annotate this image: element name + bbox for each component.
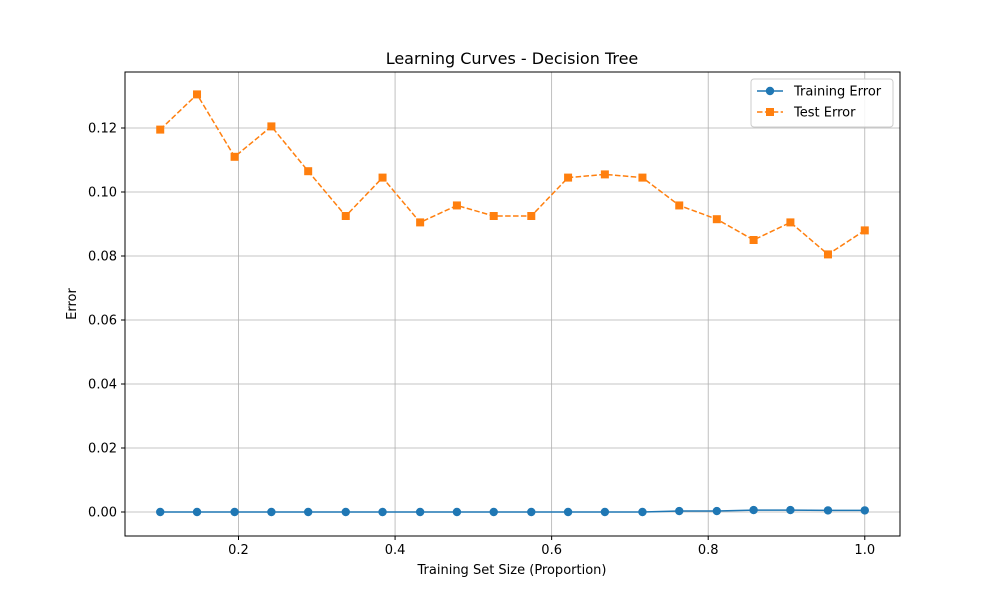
test-error-point [452, 201, 461, 210]
test-error-point [341, 212, 350, 220]
training-error-point [303, 507, 313, 517]
chart-title: Learning Curves - Decision Tree [386, 49, 639, 68]
test-error-point [156, 125, 165, 134]
test-error-point [823, 250, 832, 259]
training-error-line [160, 509, 865, 513]
x-tick-label: 0.4 [385, 543, 406, 558]
test-error-point [489, 212, 498, 220]
test-error-point [786, 218, 795, 227]
legend-box [750, 78, 894, 128]
training-error-point [786, 505, 795, 515]
training-error-point [638, 507, 647, 517]
legend: Training Error Test Error [750, 78, 894, 128]
training-error-point [192, 507, 202, 517]
training-error-point [675, 506, 684, 516]
y-axis-ticks: 0.00 0.02 0.04 0.06 0.08 0.10 0.12 [88, 122, 125, 521]
y-tick-label: 0.12 [88, 122, 117, 137]
y-tick-label: 0.00 [88, 506, 117, 521]
y-tick-label: 0.04 [88, 378, 117, 393]
test-error-point [304, 167, 313, 176]
test-error-point [638, 173, 647, 182]
series-layer [156, 90, 869, 517]
training-error-point [749, 505, 758, 515]
test-error-point [267, 122, 276, 131]
x-axis-ticks: 0.2 0.4 0.6 0.8 1.0 [228, 536, 875, 558]
test-error-point [193, 90, 202, 99]
y-axis-title: Error [65, 288, 80, 320]
training-error-point [452, 507, 462, 517]
training-error-series [156, 505, 869, 517]
test-error-point [230, 152, 239, 161]
y-tick-label: 0.06 [88, 314, 117, 329]
y-tick-label: 0.02 [88, 442, 117, 457]
legend-label-test-error: Test Error [793, 106, 856, 121]
plot-frame [124, 71, 901, 537]
x-tick-label: 0.2 [228, 543, 249, 558]
test-error-point [749, 236, 758, 244]
test-error-series [156, 90, 869, 259]
x-tick-label: 1.0 [854, 543, 875, 558]
test-error-point [378, 173, 387, 182]
legend-entry-test-error: Test Error [757, 106, 856, 121]
training-error-point [712, 506, 722, 516]
x-axis-title: Training Set Size (Proportion) [417, 563, 607, 578]
legend-entry-training-error: Training Error [757, 85, 882, 100]
training-error-point [415, 507, 425, 517]
training-error-point [489, 507, 498, 517]
training-error-point [378, 507, 387, 517]
test-error-point [564, 173, 573, 182]
training-error-point [860, 506, 869, 515]
legend-label-training-error: Training Error [793, 85, 882, 100]
x-tick-label: 0.8 [698, 543, 719, 558]
training-error-point [527, 507, 536, 517]
test-error-point [712, 215, 721, 224]
grid [125, 72, 900, 536]
training-error-point [563, 507, 573, 517]
test-error-point [600, 170, 609, 179]
legend-marker-training-error [765, 86, 775, 96]
training-error-point [156, 507, 165, 517]
training-error-point [267, 507, 276, 517]
training-error-point [823, 506, 833, 515]
test-error-point [675, 201, 684, 210]
legend-marker-test-error [766, 108, 774, 116]
training-error-point [230, 507, 239, 517]
training-error-point [600, 507, 610, 517]
y-tick-label: 0.10 [88, 186, 117, 201]
test-error-point [527, 212, 536, 220]
y-tick-label: 0.08 [88, 250, 117, 265]
x-tick-label: 0.6 [541, 543, 562, 558]
test-error-point [416, 218, 425, 227]
test-error-point [860, 226, 869, 235]
training-error-point [341, 507, 350, 517]
